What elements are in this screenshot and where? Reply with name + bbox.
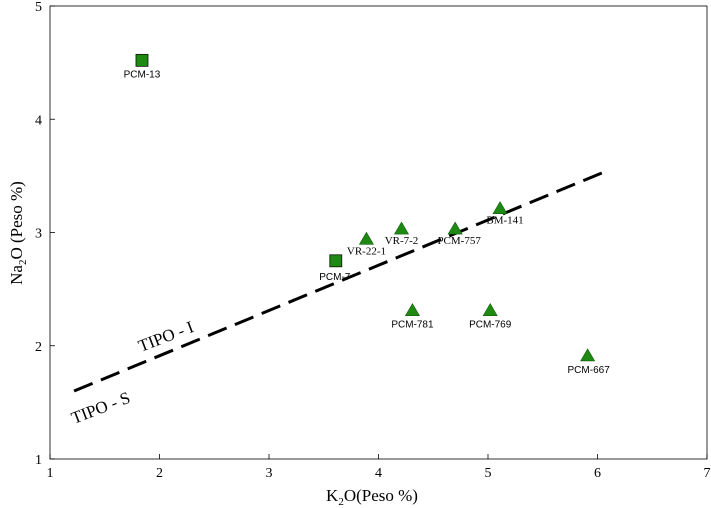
point-label: BM-141: [486, 215, 523, 227]
x-tick-label: 1: [47, 466, 54, 481]
point-marker-pcm-667: [580, 348, 596, 362]
point-label: PCM-781: [391, 320, 434, 331]
point-label: VR-7-2: [385, 235, 419, 247]
point-marker-bm-141: [492, 201, 508, 215]
data-points: PCM-13 PCM-7 VR-22-1VR-7-2 PCM-757 BM-141 PCM…: [124, 53, 611, 376]
point-marker-pcm-781: [404, 303, 420, 316]
x-tick-label: 5: [485, 466, 492, 481]
y-axis-ticks: 1 2 3 4 5: [35, 0, 55, 468]
point-marker-pcm-7: [329, 254, 343, 268]
point-marker-vr-22-1: [358, 231, 374, 245]
y-axis-title: Na2O (Peso %): [7, 181, 29, 285]
y-tick-label: 4: [35, 113, 42, 128]
x-tick-label: 7: [704, 466, 711, 481]
x-axis-ticks: 1 2 3 4 5 6 7: [47, 454, 711, 481]
tipo-s-label: TIPO - S: [69, 388, 133, 428]
point-marker-pcm-13: [135, 53, 149, 67]
point-label: PCM-13: [124, 69, 161, 80]
point-label: VR-22-1: [347, 245, 386, 257]
tipo-i-label: TIPO - I: [136, 317, 197, 356]
y-tick-label: 5: [35, 0, 42, 15]
x-tick-label: 4: [375, 466, 382, 481]
x-tick-label: 3: [266, 466, 273, 481]
y-tick-label: 3: [35, 227, 42, 242]
point-label: PCM-667: [568, 365, 611, 376]
point-marker-vr-7-2: [393, 221, 410, 235]
y-tick-label: 1: [35, 453, 42, 468]
point-marker-pcm-769: [482, 303, 498, 316]
point-marker-pcm-757: [447, 221, 463, 235]
tipo-divider-line: [73, 168, 610, 393]
point-label: PCM-7: [319, 272, 351, 283]
x-axis-title: K2O(Peso %): [326, 486, 418, 508]
x-tick-label: 2: [156, 466, 163, 481]
point-label: PCM-757: [437, 235, 481, 247]
y-tick-label: 2: [35, 340, 42, 355]
point-label: PCM-769: [469, 320, 512, 331]
x-tick-label: 6: [594, 466, 601, 481]
